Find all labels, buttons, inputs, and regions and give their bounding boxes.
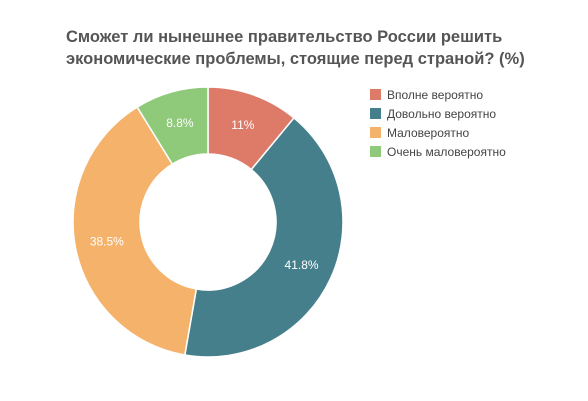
- legend-label: Вполне вероятно: [387, 87, 484, 102]
- legend-item-maloveroyatno[interactable]: Маловероятно: [370, 123, 506, 142]
- legend-item-vpolne-veroyatno[interactable]: Вполне вероятно: [370, 85, 506, 104]
- legend-label: Довольно вероятно: [387, 106, 497, 121]
- slice-maloveroyatno[interactable]: [72, 106, 198, 356]
- chart-title: Сможет ли нынешнее правительство России …: [66, 28, 525, 68]
- slice-label-ochen-maloveroyatno: 8.8%: [166, 116, 194, 130]
- chart-legend: Вполне вероятно Довольно вероятно Маловеро…: [370, 85, 506, 161]
- legend-item-dovolno-veroyatno[interactable]: Довольно вероятно: [370, 104, 506, 123]
- legend-swatch: [370, 108, 381, 119]
- legend-swatch: [370, 89, 381, 100]
- legend-label: Маловероятно: [387, 125, 470, 140]
- slice-label-dovolno-veroyatno: 41.8%: [285, 258, 319, 272]
- slice-ochen-maloveroyatno[interactable]: [136, 86, 209, 166]
- legend-item-ochen-maloveroyatno[interactable]: Очень маловероятно: [370, 142, 506, 161]
- slice-label-maloveroyatno: 38.5%: [90, 234, 124, 248]
- slice-label-vpolne-veroyatno: 11%: [231, 118, 254, 132]
- slice-dovolno-veroyatno[interactable]: [183, 116, 344, 358]
- legend-swatch: [370, 146, 381, 157]
- legend-swatch: [370, 127, 381, 138]
- legend-label: Очень маловероятно: [387, 144, 506, 159]
